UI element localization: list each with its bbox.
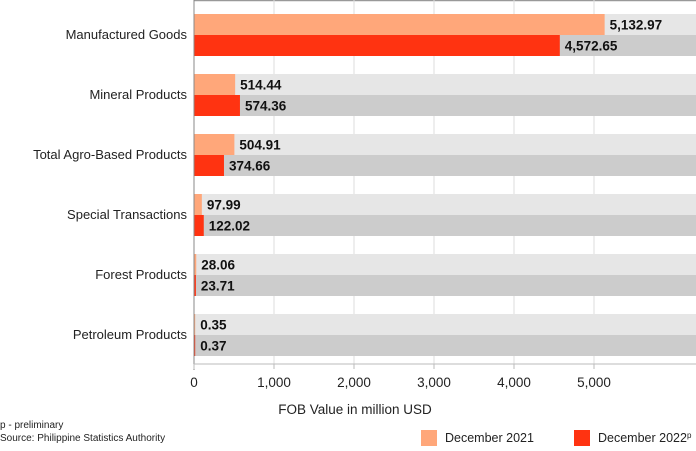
- data-label: 5,132.97: [610, 18, 663, 33]
- bar-track: [194, 95, 696, 116]
- data-label: 374.66: [229, 159, 271, 174]
- data-label: 4,572.65: [565, 39, 618, 54]
- data-label: 0.37: [200, 339, 226, 354]
- legend-label: December 2022: [598, 431, 687, 445]
- x-tick-label: 2,000: [337, 375, 371, 390]
- category-label: Manufactured Goods: [66, 27, 188, 42]
- bar: [194, 95, 240, 116]
- x-tick-label: 0: [190, 375, 198, 390]
- data-label: 0.35: [200, 318, 227, 333]
- bar: [194, 74, 236, 95]
- bar: [194, 14, 605, 35]
- bar: [194, 134, 235, 155]
- bar-track: [194, 74, 696, 95]
- legend-label: December 2021: [445, 431, 534, 445]
- category-label: Petroleum Products: [73, 327, 188, 342]
- legend-superscript: p: [686, 430, 692, 440]
- bars: 5,132.97 4,572.65 514.44 574.36 504.91 374.66…: [194, 14, 696, 356]
- gridlines: [194, 0, 696, 364]
- x-axis-title: FOB Value in million USD: [278, 402, 432, 417]
- footnote-preliminary: p - preliminary: [0, 420, 64, 431]
- x-tick-label: 5,000: [577, 375, 611, 390]
- bar: [194, 254, 197, 275]
- category-label: Mineral Products: [89, 87, 187, 102]
- bar: [194, 215, 204, 236]
- bar: [194, 155, 224, 176]
- bar-track: [194, 155, 696, 176]
- data-label: 23.71: [201, 279, 235, 294]
- bar-track: [194, 194, 696, 215]
- data-label: 122.02: [209, 219, 250, 234]
- data-label: 28.06: [201, 258, 235, 273]
- x-tick-label: 1,000: [257, 375, 291, 390]
- data-label: 504.91: [239, 138, 281, 153]
- bar: [194, 35, 560, 56]
- footnote-source: Source: Philippine Statistics Authority: [0, 433, 166, 444]
- bar-track: [194, 254, 696, 275]
- bar: [194, 194, 202, 215]
- x-tick-label: 4,000: [497, 375, 531, 390]
- x-tick-label: 3,000: [417, 375, 451, 390]
- bar-track: [194, 314, 696, 335]
- category-label: Special Transactions: [67, 207, 187, 222]
- data-label: 574.36: [245, 99, 287, 114]
- category-label: Forest Products: [95, 267, 187, 282]
- legend-item-december-2021: December 2021: [421, 430, 534, 446]
- bar-track: [194, 134, 696, 155]
- bar: [194, 335, 196, 356]
- legend-item-december-2022: December 2022 p: [574, 430, 691, 446]
- data-label: 97.99: [207, 198, 241, 213]
- category-labels: Manufactured Goods Mineral Products Total …: [33, 27, 187, 342]
- bar-track: [194, 215, 696, 236]
- legend-swatch: [574, 430, 590, 446]
- category-label: Total Agro-Based Products: [33, 147, 187, 162]
- bar-track: [194, 275, 696, 296]
- x-axis: 0 1,000 2,000 3,000 4,000 5,000: [190, 0, 696, 390]
- bar-track: [194, 335, 696, 356]
- data-label: 514.44: [240, 78, 282, 93]
- legend-swatch: [421, 430, 437, 446]
- bar: [194, 275, 196, 296]
- bar: [194, 314, 196, 335]
